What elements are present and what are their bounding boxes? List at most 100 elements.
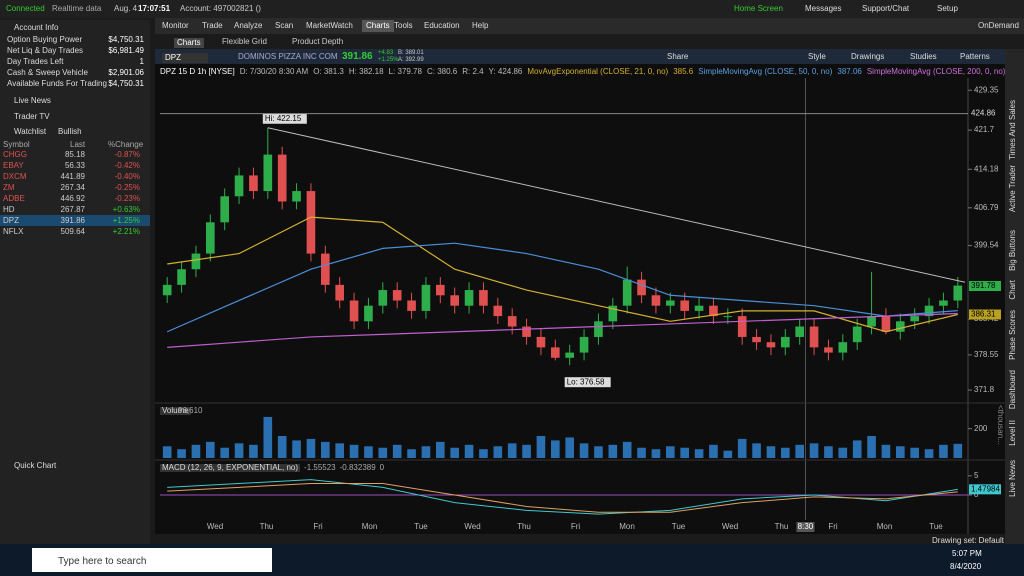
- y-tick-label: 414.18: [974, 164, 999, 173]
- price-marker-label: 424.86: [971, 109, 996, 118]
- nav-tab[interactable]: Trade: [202, 21, 223, 30]
- symbol[interactable]: CHGG: [3, 150, 27, 159]
- sub-tab[interactable]: Charts: [174, 38, 204, 48]
- search-text[interactable]: Type here to search: [58, 556, 147, 567]
- moving-average: [167, 312, 958, 348]
- nav-tab[interactable]: Analyze: [234, 21, 263, 30]
- symbol[interactable]: DXCM: [3, 172, 27, 181]
- nav-tab[interactable]: Monitor: [162, 21, 189, 30]
- x-tick-label: Thu: [775, 522, 789, 531]
- symbol[interactable]: HD: [3, 205, 15, 214]
- top-bar: [0, 0, 1024, 18]
- candle-body: [881, 316, 891, 332]
- side-tab[interactable]: Level II: [1008, 420, 1017, 446]
- candle-body: [277, 154, 287, 202]
- account-label: Option Buying Power: [7, 35, 83, 44]
- y-tick-label: 421.7: [974, 125, 995, 134]
- candle-body: [709, 305, 718, 317]
- last-price: 391.86: [342, 51, 373, 62]
- side-tab[interactable]: Live News: [1008, 460, 1017, 497]
- candle-body: [723, 316, 733, 318]
- x-tick-label: Tue: [414, 522, 428, 531]
- candle-body: [766, 342, 776, 348]
- volume-bar: [809, 443, 819, 458]
- candle-body: [637, 279, 646, 296]
- side-tab[interactable]: Phase Scores: [1008, 310, 1017, 360]
- y-tick-label: 5: [974, 471, 979, 480]
- lo-box: [564, 377, 611, 388]
- section-title[interactable]: Trader TV: [14, 112, 50, 121]
- nav-tab[interactable]: Tools: [394, 21, 413, 30]
- symbol[interactable]: EBAY: [3, 161, 24, 170]
- price-marker: [969, 309, 1001, 320]
- top-link[interactable]: Home Screen: [734, 4, 783, 13]
- study-label: SimpleMovingAvg (CLOSE, 200, 0, no): [866, 67, 1006, 76]
- study-label: C: 380.6: [426, 67, 458, 76]
- study-label: D: 7/30/20 8:30 AM: [239, 67, 309, 76]
- nav-tab[interactable]: Help: [472, 21, 489, 30]
- x-tick-label: Thu: [517, 522, 531, 531]
- nav-tab[interactable]: Scan: [275, 21, 294, 30]
- side-tab[interactable]: Times And Sales: [1008, 100, 1017, 160]
- side-tab[interactable]: Big Buttons: [1008, 230, 1017, 271]
- volume-bar: [737, 438, 747, 458]
- trendline: [267, 127, 966, 283]
- nav-tab[interactable]: MarketWatch: [306, 21, 353, 30]
- symbol-box[interactable]: DPZ: [162, 53, 208, 63]
- candle-body: [867, 316, 876, 327]
- candle-body: [464, 290, 474, 306]
- column-header: Symbol: [3, 140, 30, 149]
- last: 446.92: [60, 194, 85, 203]
- toolbar-button[interactable]: Style: [808, 52, 826, 61]
- candle-body: [507, 316, 517, 327]
- toolbar-button[interactable]: Patterns: [960, 52, 990, 61]
- section-title[interactable]: Account Info: [14, 23, 59, 32]
- volume-bar: [421, 446, 431, 458]
- watchlist-name[interactable]: Bullish: [58, 127, 82, 136]
- section-title[interactable]: Live News: [14, 96, 51, 105]
- volume-bar: [450, 447, 459, 458]
- symbol[interactable]: ZM: [3, 183, 15, 192]
- symbol[interactable]: ADBE: [3, 194, 25, 203]
- section-title[interactable]: Watchlist: [14, 127, 47, 136]
- study-label: 387.06: [837, 67, 862, 76]
- volume-bar: [292, 440, 301, 458]
- x-tick-label: Mon: [877, 522, 893, 531]
- volume-bar: [766, 446, 776, 458]
- top-link[interactable]: Setup: [937, 4, 958, 13]
- top-link[interactable]: Messages: [805, 4, 842, 13]
- nav-tab[interactable]: Charts: [362, 20, 394, 32]
- candle-body: [263, 154, 273, 192]
- pane-title: 0: [379, 463, 385, 472]
- volume-bar: [479, 449, 488, 458]
- x-tick-label: Mon: [362, 522, 378, 531]
- study-label: SimpleMovingAvg (CLOSE, 50, 0, no): [698, 67, 833, 76]
- side-tab[interactable]: Dashboard: [1008, 370, 1017, 410]
- volume-bar: [709, 444, 718, 458]
- last: 85.18: [64, 150, 85, 159]
- search-box[interactable]: [32, 548, 272, 572]
- toolbar-button[interactable]: Share: [667, 52, 689, 61]
- sub-tab[interactable]: Flexible Grid: [222, 37, 267, 46]
- volume-bar: [522, 444, 531, 458]
- change: +4.83: [378, 50, 394, 56]
- toolbar-button[interactable]: Drawings: [851, 52, 885, 61]
- candle-body: [493, 305, 503, 317]
- nav-tab[interactable]: Education: [424, 21, 460, 30]
- last: 391.86: [60, 216, 85, 225]
- toolbar-button[interactable]: Studies: [910, 52, 937, 61]
- sub-tab[interactable]: Product Depth: [292, 37, 344, 46]
- volume-bar: [407, 449, 416, 458]
- section-title[interactable]: Quick Chart: [14, 461, 57, 470]
- symbol[interactable]: NFLX: [3, 227, 24, 236]
- candle-body: [594, 321, 603, 337]
- volume-bar: [881, 444, 891, 458]
- side-tab[interactable]: Active Trader: [1008, 165, 1017, 213]
- volume-bar: [953, 443, 963, 458]
- symbol[interactable]: DPZ: [3, 216, 19, 225]
- candle-body: [694, 305, 704, 311]
- top-link[interactable]: Support/Chat: [862, 4, 910, 13]
- side-tab[interactable]: Chart: [1008, 280, 1017, 300]
- price-marker-label: 386.31: [971, 310, 996, 319]
- on-demand[interactable]: OnDemand: [978, 21, 1019, 30]
